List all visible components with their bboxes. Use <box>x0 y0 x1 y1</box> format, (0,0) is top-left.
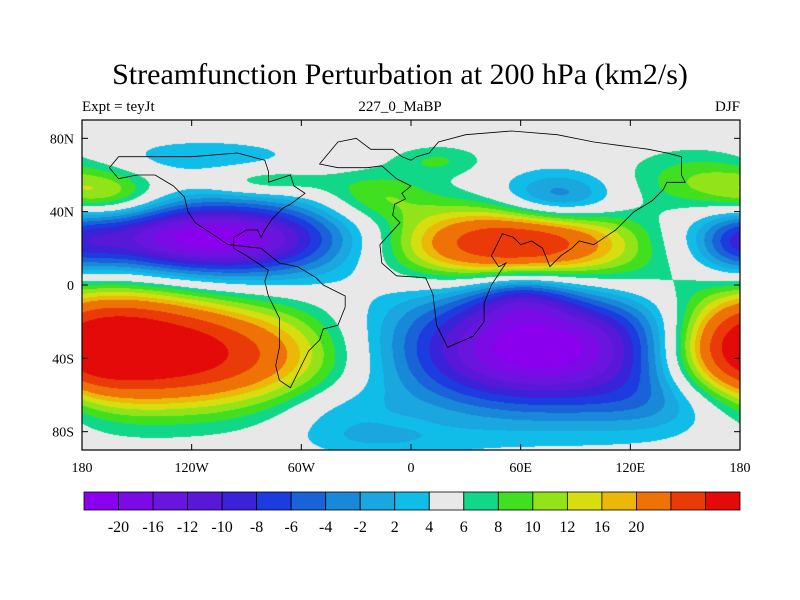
x-tick-label: 180 <box>72 461 93 476</box>
y-tick-label: 80S <box>52 426 74 441</box>
x-tick-label: 120W <box>175 461 210 476</box>
colorbar-box <box>601 491 637 511</box>
colorbar-label: -12 <box>177 519 198 536</box>
colorbar-label: 6 <box>460 519 468 536</box>
x-tick-label: 120E <box>616 461 646 476</box>
colorbar-label: 16 <box>594 519 610 536</box>
colorbar-box <box>463 491 499 511</box>
colorbar-label: -8 <box>250 519 263 536</box>
y-tick-label: 80N <box>50 132 74 147</box>
y-tick-label: 40S <box>52 352 74 367</box>
colorbar-label: -4 <box>319 519 332 536</box>
right-string: DJF <box>714 99 740 115</box>
colorbar-box <box>152 491 188 511</box>
center-string: 227_0_MaBP <box>358 99 442 115</box>
colorbar-box <box>256 491 292 511</box>
x-tick-label: 60E <box>509 461 532 476</box>
colorbar-box <box>325 491 361 511</box>
colorbar-box <box>290 491 327 511</box>
contour-field <box>82 120 740 450</box>
colorbar-box <box>497 491 534 511</box>
colorbar-label: 20 <box>628 519 644 536</box>
colorbar-label: -6 <box>285 519 298 536</box>
colorbar-box <box>532 491 568 511</box>
colorbar-box <box>705 491 741 511</box>
colorbar-label: -16 <box>142 519 163 536</box>
x-tick-label: 0 <box>408 461 415 476</box>
colorbar-label: -2 <box>354 519 367 536</box>
y-tick-label: 40N <box>50 206 74 221</box>
americas-outline <box>108 152 346 389</box>
left-string: Expt = teyJt <box>82 99 155 115</box>
colorbar-box <box>221 491 258 511</box>
colorbar-box <box>428 491 465 511</box>
chart-title: Streamfunction Perturbation at 200 hPa (… <box>112 58 688 91</box>
colorbar-box <box>187 491 223 511</box>
colorbar-label: 10 <box>525 519 541 536</box>
colorbar-box <box>359 491 396 511</box>
colorbar-box <box>83 491 119 511</box>
colorbar-label: -20 <box>108 519 129 536</box>
x-tick-label: 60W <box>288 461 316 476</box>
x-tick-label: 180 <box>730 461 751 476</box>
afro-eurasia-outline <box>318 130 686 348</box>
colorbar-box <box>118 491 154 511</box>
colorbar-label: 2 <box>391 519 399 536</box>
colorbar-label: 4 <box>425 519 433 536</box>
y-tick-label: 0 <box>67 279 74 294</box>
colorbar-box <box>394 491 430 511</box>
colorbar-box <box>566 491 603 511</box>
colorbar-box <box>636 491 672 511</box>
colorbar-label: 12 <box>559 519 575 536</box>
colorbar-box <box>670 491 706 511</box>
colorbar-label: 8 <box>494 519 502 536</box>
colorbar-label: -10 <box>211 519 232 536</box>
